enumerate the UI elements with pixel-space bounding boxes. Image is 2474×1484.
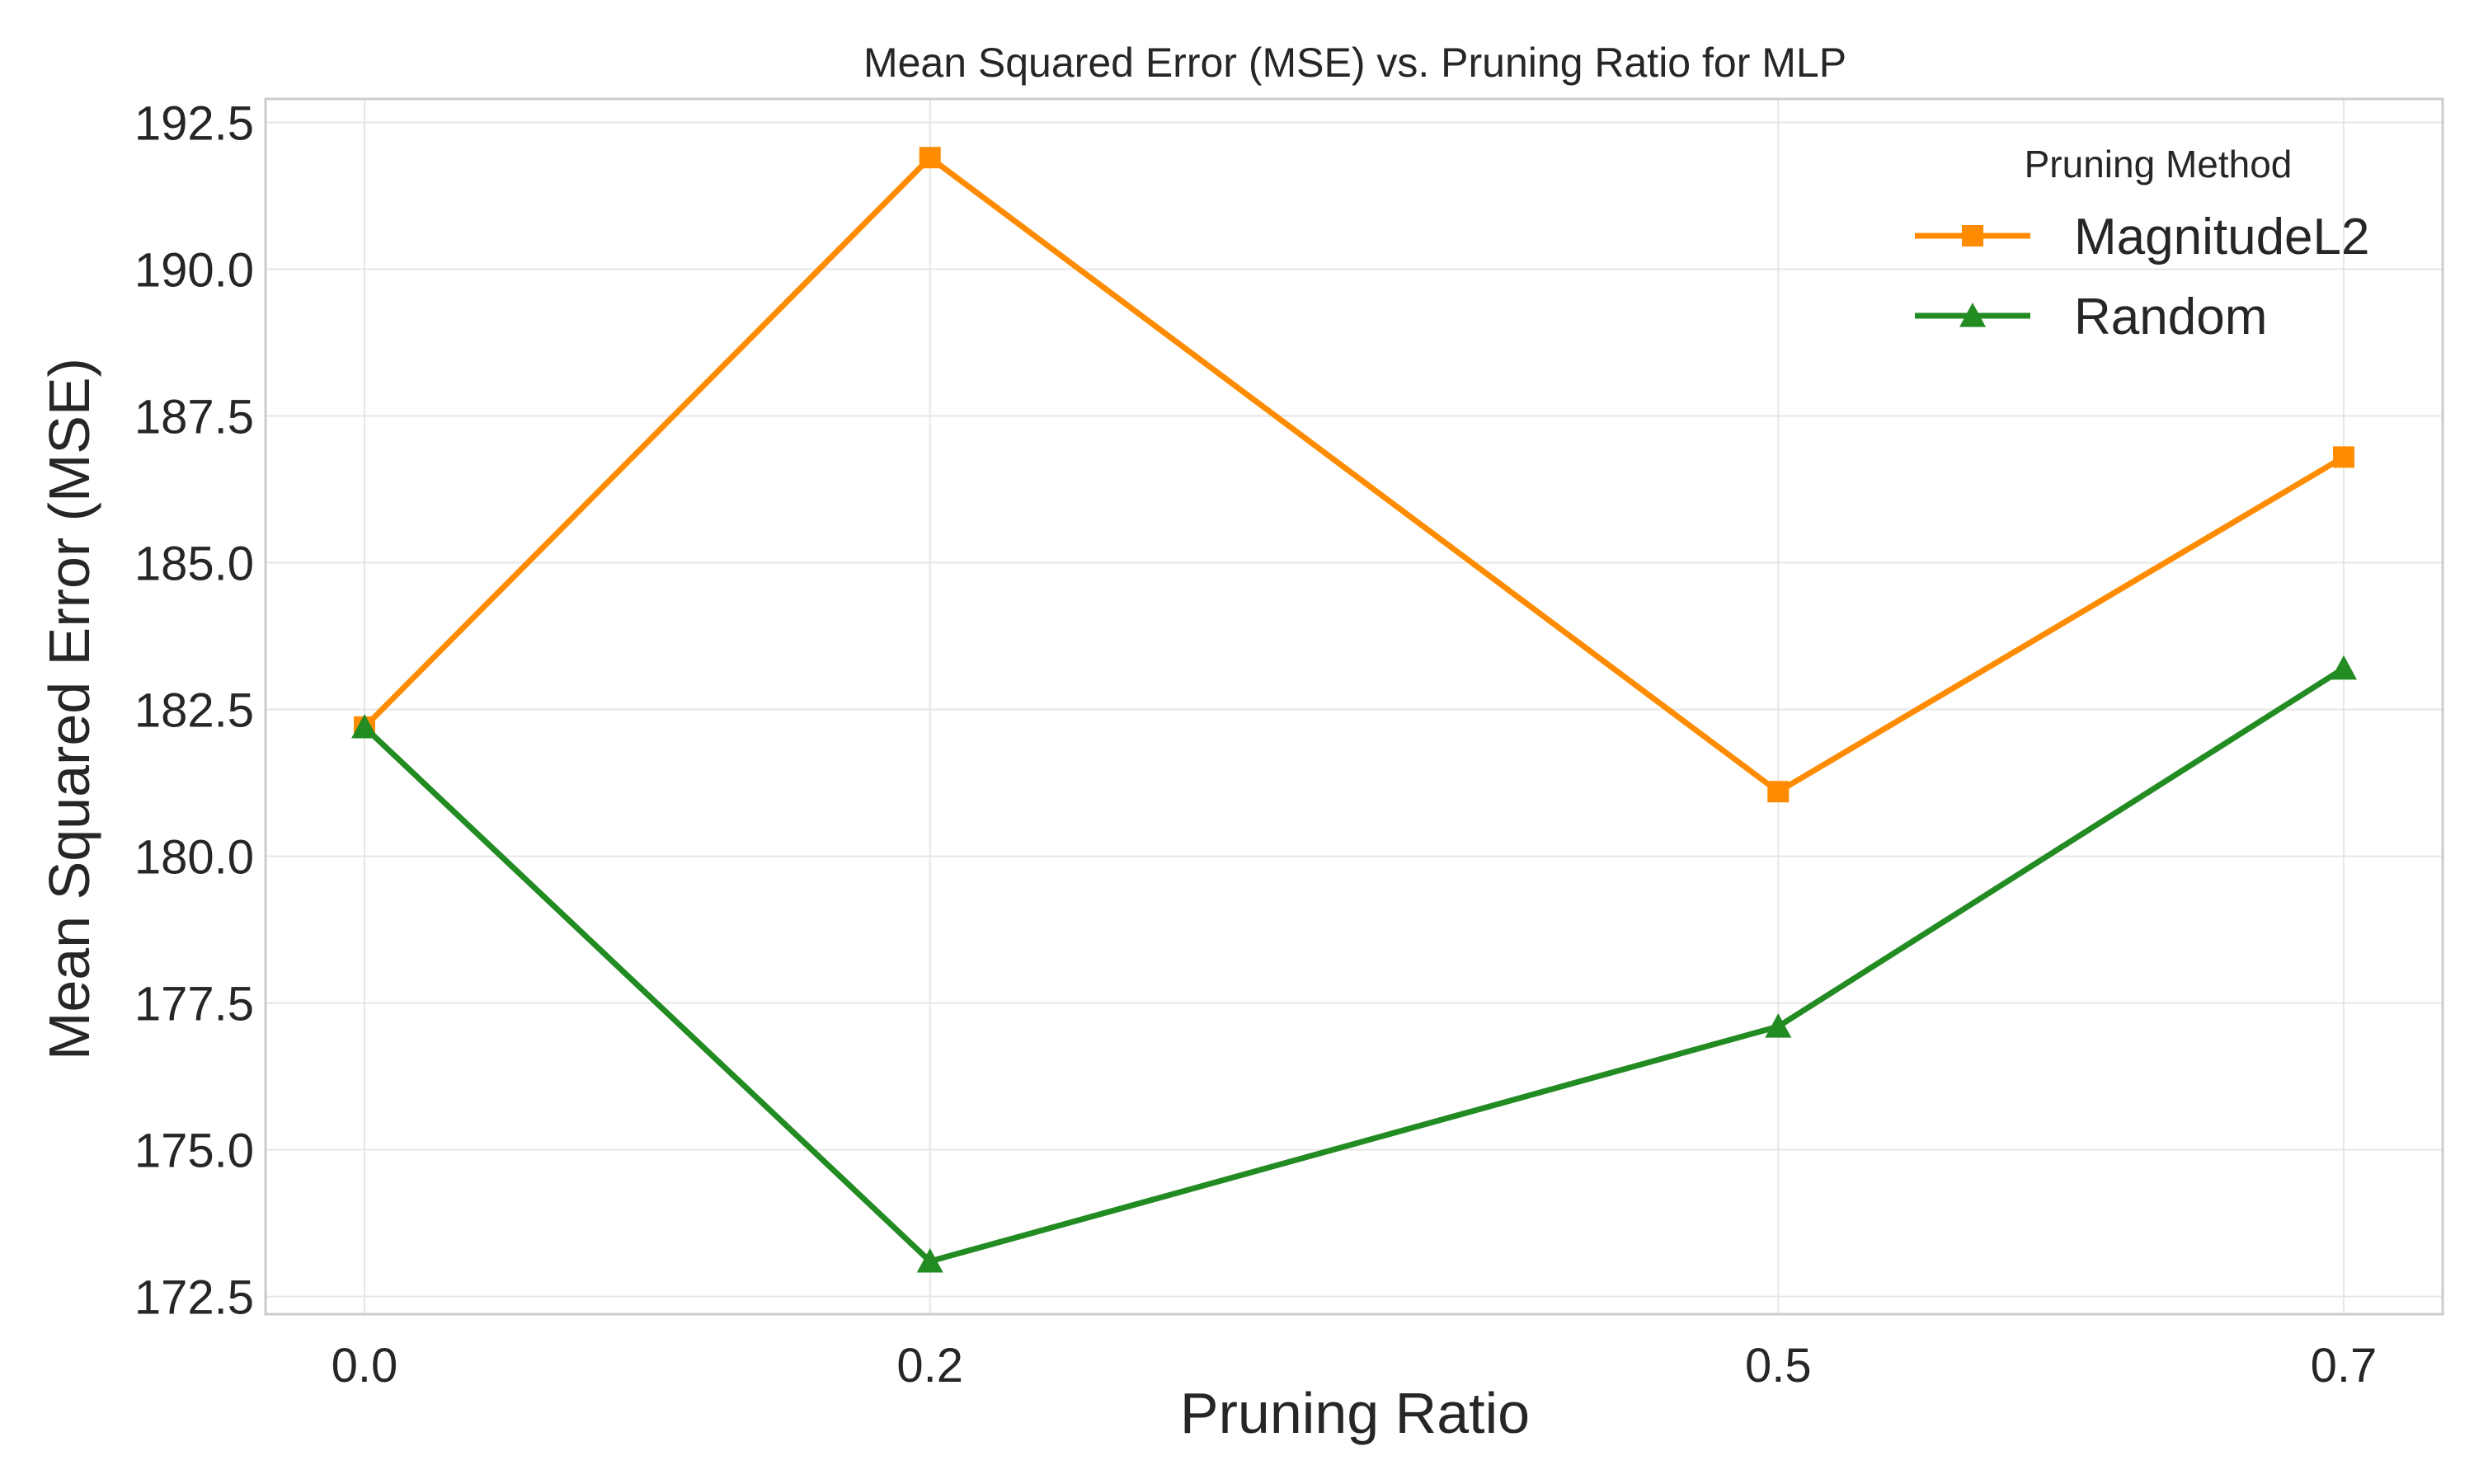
plot-area bbox=[264, 97, 2444, 1316]
magnitudel2-point bbox=[1767, 781, 1790, 803]
y-tick-label: 192.5 bbox=[134, 96, 254, 150]
x-tick-label: 0.7 bbox=[2311, 1339, 2378, 1392]
y-tick-label: 187.5 bbox=[134, 391, 254, 444]
legend-swatch-marker bbox=[1962, 225, 1983, 247]
x-tick-label: 0.0 bbox=[332, 1339, 398, 1392]
axis-ticks: 0.0 0.2 0.5 0.7 172.5 175.0 177.5 180.0 182.5 185… bbox=[134, 96, 2377, 1392]
y-tick-label: 182.5 bbox=[134, 684, 254, 738]
random-point bbox=[351, 713, 378, 739]
y-tick-label: 172.5 bbox=[134, 1271, 254, 1325]
legend-entries: MagnitudeL2 Random bbox=[1915, 209, 2370, 345]
grid bbox=[266, 99, 2443, 1314]
magnitudel2-point bbox=[919, 147, 941, 169]
magnitudel2-point bbox=[2333, 446, 2354, 468]
y-tick-label: 180.0 bbox=[134, 831, 254, 885]
legend-entry-magnitudel2: MagnitudeL2 bbox=[1915, 209, 2370, 265]
legend-label: Random bbox=[2074, 289, 2267, 345]
series-random bbox=[351, 655, 2357, 1273]
y-tick-label: 185.0 bbox=[134, 538, 254, 591]
x-tick-label: 0.5 bbox=[1745, 1339, 1812, 1392]
y-tick-label: 190.0 bbox=[134, 244, 254, 298]
legend-entry-random: Random bbox=[1915, 289, 2267, 345]
x-axis-label: Pruning Ratio bbox=[1180, 1381, 1530, 1445]
legend-title: Pruning Method bbox=[2025, 143, 2293, 186]
x-tick-label: 0.2 bbox=[896, 1339, 963, 1392]
y-tick-label: 175.0 bbox=[134, 1125, 254, 1178]
random-point bbox=[1765, 1013, 1792, 1038]
y-axis-label: Mean Squared Error (MSE) bbox=[37, 358, 101, 1060]
random-line bbox=[362, 665, 2345, 1265]
legend-label: MagnitudeL2 bbox=[2074, 209, 2370, 265]
random-point bbox=[916, 1247, 943, 1273]
magnitudel2-line bbox=[362, 154, 2345, 795]
chart-title: Mean Squared Error (MSE) vs. Pruning Rat… bbox=[863, 40, 1846, 86]
random-point bbox=[2331, 655, 2357, 680]
legend-swatch-marker bbox=[1959, 303, 1986, 327]
legend: Pruning Method MagnitudeL2 Random bbox=[1915, 143, 2370, 345]
series bbox=[351, 147, 2357, 1273]
y-tick-label: 177.5 bbox=[134, 978, 254, 1031]
